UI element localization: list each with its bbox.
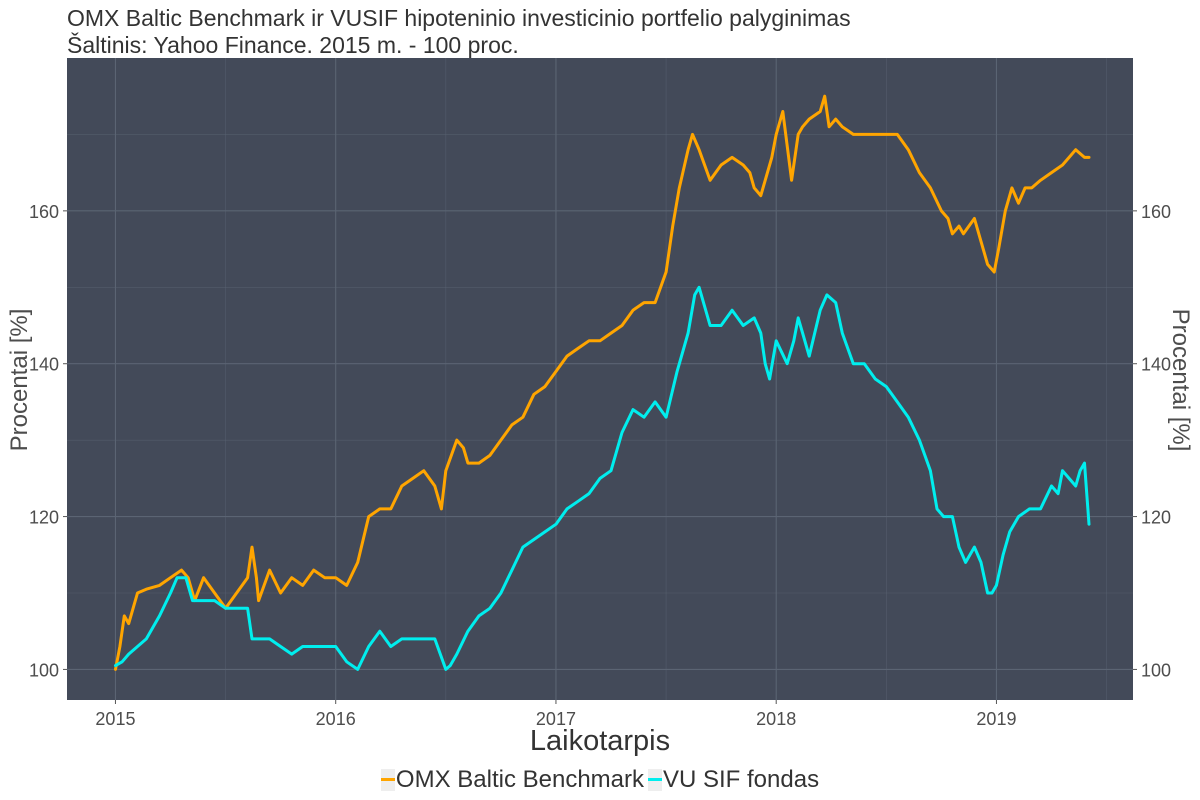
y-tick-label-left: 120 [29,508,59,528]
legend: OMX Baltic Benchmark VU SIF fondas [0,766,1200,794]
x-tick-label: 2018 [756,709,796,729]
x-tick-label: 2017 [536,709,576,729]
y-tick-label-right: 160 [1141,202,1171,222]
x-tick-label: 2019 [976,709,1016,729]
x-tick-label: 2015 [95,709,135,729]
minor-grid [67,58,1133,700]
y-tick-label-right: 120 [1141,508,1171,528]
legend-item-vusif: VU SIF fondas [648,766,819,794]
y-tick-label-left: 100 [29,660,59,680]
axes-layer: 2015 2016 2017 2018 2019 100 100 120 120 140 140 16… [29,202,1171,729]
legend-label-omx: OMX Baltic Benchmark [395,766,644,793]
legend-item-omx: OMX Baltic Benchmark [380,766,644,794]
y-tick-label-right: 100 [1141,660,1171,680]
legend-key-omx [380,769,395,791]
plot-panel [67,58,1133,700]
y-axis-label-right: Procentai [%] [1167,309,1194,452]
x-tick-label: 2016 [316,709,356,729]
chart-title: OMX Baltic Benchmark ir VUSIF hipotenini… [67,5,851,31]
y-tick-label-left: 140 [29,355,59,375]
major-grid [67,58,1133,700]
series-layer [114,94,1091,671]
legend-label-vusif: VU SIF fondas [663,766,820,793]
y-tick-label-left: 160 [29,202,59,222]
legend-key-vusif [648,769,662,791]
series-line-vusif [114,285,1091,671]
chart-title-block: OMX Baltic Benchmark ir VUSIF hipotenini… [67,5,851,59]
x-axis-label: Laikotarpis [530,725,670,757]
series-line-omx [114,94,1091,671]
chart-subtitle: Šaltinis: Yahoo Finance. 2015 m. - 100 p… [67,32,519,58]
y-tick-label-right: 140 [1141,355,1171,375]
y-axis-label-left: Procentai [%] [6,309,33,452]
